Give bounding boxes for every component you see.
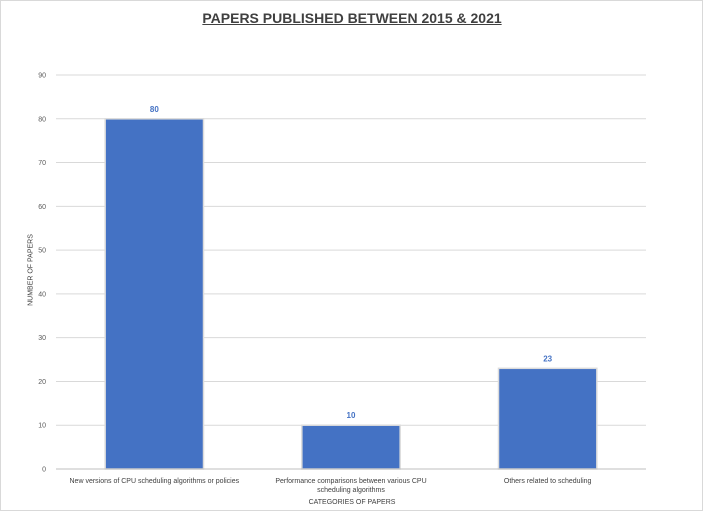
x-tick-label: scheduling algorithms: [317, 487, 385, 494]
y-tick-label: 50: [38, 248, 46, 255]
data-label: 80: [150, 105, 159, 114]
chart-title: PAPERS PUBLISHED BETWEEN 2015 & 2021: [202, 10, 502, 26]
data-label: 23: [543, 354, 552, 363]
y-tick-label: 40: [38, 291, 46, 298]
y-tick-label: 60: [38, 204, 46, 211]
bar: [301, 424, 401, 470]
x-tick-label: New versions of CPU scheduling algorithm…: [70, 478, 240, 485]
x-tick-label: Others related to scheduling: [504, 478, 592, 485]
y-tick-label: 80: [38, 116, 46, 123]
y-tick-label: 10: [38, 423, 46, 430]
bar: [104, 118, 205, 470]
y-tick-label: 0: [42, 467, 46, 474]
data-label: 10: [347, 411, 356, 420]
x-tick-label: Performance comparisons between various …: [275, 478, 426, 485]
y-tick-label: 90: [38, 73, 46, 80]
y-tick-label: 20: [38, 379, 46, 386]
x-axis-label: CATEGORIES OF PAPERS: [308, 499, 396, 506]
y-tick-label: 70: [38, 160, 46, 167]
bar: [497, 367, 598, 470]
y-tick-label: 30: [38, 335, 46, 342]
